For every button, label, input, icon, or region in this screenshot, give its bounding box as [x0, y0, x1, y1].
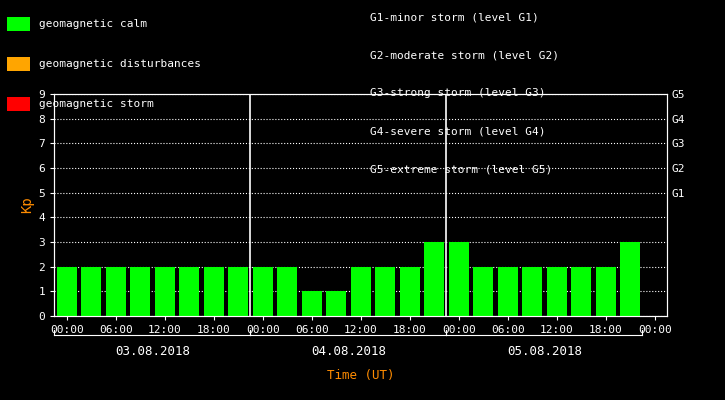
Bar — [571, 267, 592, 316]
Bar — [399, 267, 420, 316]
Bar — [204, 267, 224, 316]
Bar — [424, 242, 444, 316]
Bar — [351, 267, 370, 316]
Bar — [81, 267, 102, 316]
Text: G2-moderate storm (level G2): G2-moderate storm (level G2) — [370, 50, 559, 60]
Bar — [473, 267, 493, 316]
Bar — [547, 267, 567, 316]
Text: geomagnetic storm: geomagnetic storm — [39, 99, 154, 109]
Bar — [620, 242, 640, 316]
Text: G5-extreme storm (level G5): G5-extreme storm (level G5) — [370, 164, 552, 174]
Y-axis label: Kp: Kp — [20, 197, 34, 213]
Text: 03.08.2018: 03.08.2018 — [115, 345, 190, 358]
Bar — [302, 291, 322, 316]
Bar — [326, 291, 347, 316]
Text: G3-strong storm (level G3): G3-strong storm (level G3) — [370, 88, 545, 98]
Bar — [154, 267, 175, 316]
Bar — [277, 267, 297, 316]
Bar — [522, 267, 542, 316]
Bar — [228, 267, 248, 316]
Text: Time (UT): Time (UT) — [327, 370, 394, 382]
Text: G1-minor storm (level G1): G1-minor storm (level G1) — [370, 12, 539, 22]
Bar — [57, 267, 77, 316]
Bar — [375, 267, 395, 316]
Bar — [179, 267, 199, 316]
Bar — [497, 267, 518, 316]
Bar — [596, 267, 616, 316]
Text: geomagnetic disturbances: geomagnetic disturbances — [39, 59, 201, 69]
Bar — [130, 267, 150, 316]
Bar — [252, 267, 273, 316]
Bar — [449, 242, 469, 316]
Bar — [106, 267, 125, 316]
Text: G4-severe storm (level G4): G4-severe storm (level G4) — [370, 126, 545, 136]
Text: 05.08.2018: 05.08.2018 — [507, 345, 582, 358]
Text: 04.08.2018: 04.08.2018 — [311, 345, 386, 358]
Text: geomagnetic calm: geomagnetic calm — [39, 19, 147, 29]
